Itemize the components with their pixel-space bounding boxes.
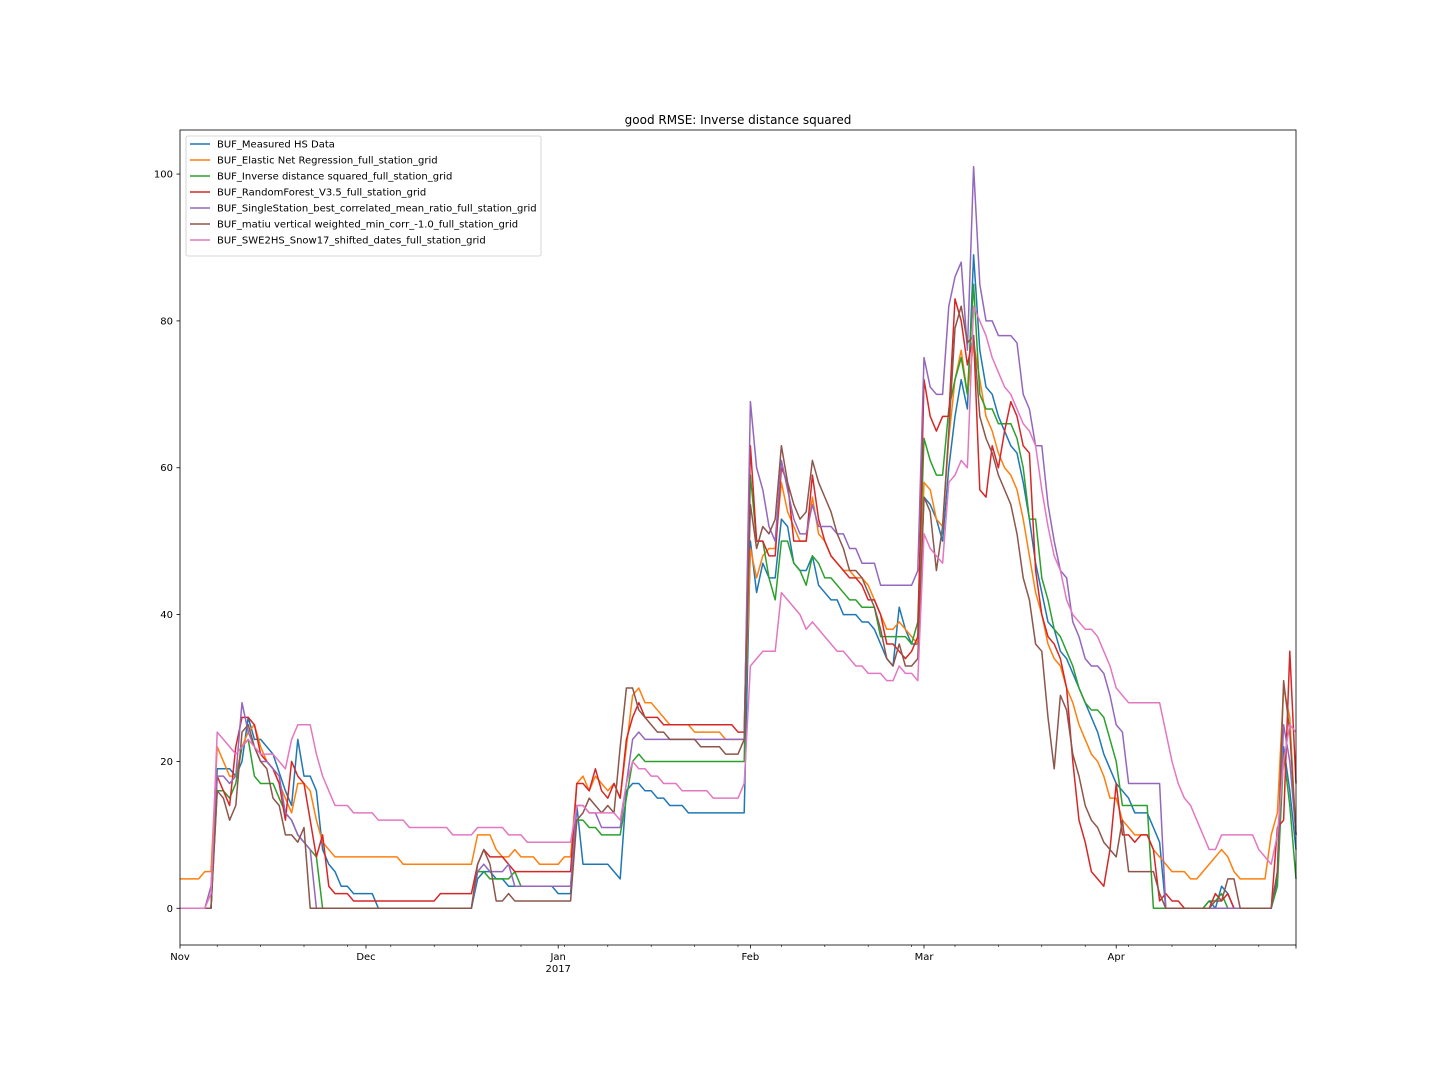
x-tick-label: Apr bbox=[1108, 952, 1126, 963]
series-line-4 bbox=[180, 298, 1297, 910]
legend: BUF_Measured HS Data BUF_Elastic Net Regr… bbox=[185, 135, 542, 257]
series-line-6 bbox=[180, 305, 1297, 910]
y-tick-label: 80 bbox=[160, 316, 173, 327]
legend-entry: BUF_SWE2HS_Snow17_shifted_dates_full_sta… bbox=[217, 236, 486, 247]
legend-entry: BUF_RandomForest_V3.5_full_station_grid bbox=[217, 188, 426, 199]
legend-entry: BUF_Inverse distance squared_full_statio… bbox=[217, 172, 452, 183]
plot-area bbox=[180, 130, 1296, 945]
chart-title: good RMSE: Inverse distance squared bbox=[625, 113, 852, 127]
legend-entry: BUF_matiu vertical weighted_min_corr_-1.… bbox=[217, 220, 518, 231]
x-tick-label: Jan bbox=[549, 952, 565, 963]
x-tick-sublabel: 2017 bbox=[545, 964, 570, 975]
y-tick-label: 100 bbox=[154, 170, 173, 181]
legend-entry: BUF_Measured HS Data bbox=[217, 140, 335, 151]
legend-entry: BUF_SingleStation_best_correlated_mean_r… bbox=[217, 204, 537, 215]
series-line-5 bbox=[180, 165, 1297, 910]
x-tick-label: Feb bbox=[742, 952, 760, 963]
y-tick-label: 40 bbox=[160, 610, 173, 621]
y-tick-label: 60 bbox=[160, 463, 173, 474]
x-tick-label: Nov bbox=[170, 952, 190, 963]
x-tick-label: Mar bbox=[915, 952, 935, 963]
legend-entry: BUF_Elastic Net Regression_full_station_… bbox=[217, 156, 438, 167]
x-tick-label: Dec bbox=[356, 952, 375, 963]
y-axis: 0 20 40 60 80 100 bbox=[154, 170, 180, 915]
y-tick-label: 0 bbox=[167, 904, 173, 915]
plot-frame bbox=[179, 129, 1297, 946]
series-layer bbox=[180, 165, 1297, 910]
y-tick-label: 20 bbox=[160, 757, 173, 768]
legend-box bbox=[185, 135, 542, 257]
series-line-1 bbox=[180, 254, 1297, 910]
series-line-7 bbox=[180, 305, 1297, 910]
